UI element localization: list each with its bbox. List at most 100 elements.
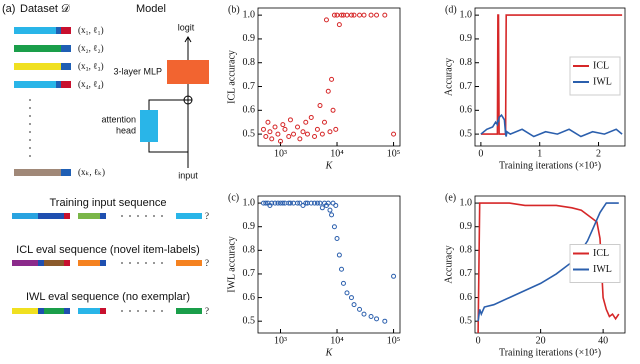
scatter-point	[334, 12, 340, 18]
y-tick-label: 0.6	[460, 292, 473, 303]
scatter-point	[282, 126, 288, 132]
sequence	[12, 308, 202, 314]
y-axis-label: IWL accuracy	[226, 236, 237, 293]
scatter-point	[295, 124, 301, 130]
scatter-point	[391, 131, 397, 137]
scatter-point	[348, 295, 354, 301]
scatter-point	[382, 12, 388, 18]
scatter-point	[260, 126, 266, 132]
panel-label: (c)	[228, 192, 239, 203]
scatter-point	[286, 200, 292, 206]
x-tick-label: 1	[537, 148, 542, 159]
scatter-point	[263, 133, 269, 139]
panel-label: (e)	[445, 192, 456, 203]
scatter-point	[317, 103, 323, 109]
scatter-point	[314, 126, 320, 132]
y-tick-label: 0.5	[460, 315, 473, 326]
scatter-point	[272, 124, 278, 130]
y-tick-label: 0.8	[243, 57, 256, 68]
sequence-title: Training input sequence	[49, 197, 166, 209]
plot-frame	[257, 195, 401, 334]
scatter-point	[312, 133, 318, 139]
x-tick-label: 0	[476, 335, 481, 346]
scatter-point	[361, 311, 367, 317]
model-title: Model	[136, 3, 166, 15]
scatter-point	[319, 205, 325, 211]
scatter-point	[287, 200, 293, 206]
legend-box	[569, 56, 621, 96]
y-tick-label: 0.5	[460, 128, 473, 139]
x-axis-label: K	[325, 347, 334, 358]
scatter-point	[368, 12, 374, 18]
logit-label: logit	[178, 22, 195, 32]
y-tick-label: 0.6	[243, 292, 256, 303]
scatter-point	[263, 200, 269, 206]
scatter-point	[340, 280, 346, 286]
scatter-point	[382, 318, 388, 324]
scatter-point	[280, 200, 286, 206]
plot-frame	[474, 7, 626, 147]
x-tick-label: 10⁴	[330, 148, 344, 159]
scatter-point	[308, 200, 314, 206]
scatter-point	[327, 207, 333, 213]
scatter-point	[351, 302, 357, 308]
item-label: (x₄, ℓ₄)	[78, 79, 104, 89]
scatter-point	[329, 76, 335, 82]
legend-label: IWL	[593, 264, 612, 275]
legend-label: IWL	[593, 76, 612, 87]
attention-label: attention	[101, 114, 136, 124]
scatter-point	[277, 138, 283, 144]
y-tick-label: 0.7	[243, 81, 256, 92]
scatter-point	[287, 117, 293, 123]
y-tick-label: 0.8	[460, 245, 473, 256]
legend-label: ICL	[593, 248, 609, 259]
y-tick-label: 0.6	[243, 105, 256, 116]
scatter-point	[267, 129, 273, 135]
scatter-point	[280, 122, 286, 128]
scatter-point	[314, 200, 320, 206]
scatter-point	[325, 200, 331, 206]
scatter-point	[361, 12, 367, 18]
x-tick-label: 10⁵	[387, 148, 401, 159]
scatter-point	[297, 136, 303, 142]
line-series	[477, 202, 620, 334]
y-tick-label: 0.9	[460, 33, 473, 44]
scatter-point	[265, 119, 271, 125]
panel-label: (d)	[445, 4, 457, 15]
y-tick-label: 0.9	[460, 221, 473, 232]
sequence-title: ICL eval sequence (novel item-labels)	[16, 244, 200, 256]
item-label: (x₁, ℓ₁)	[78, 25, 104, 35]
mlp-label: 3-layer MLP	[113, 66, 162, 76]
scatter-point	[357, 306, 363, 312]
y-tick-label: 0.6	[460, 105, 473, 116]
y-tick-label: 0.9	[243, 33, 256, 44]
y-tick-label: 0.7	[243, 268, 256, 279]
scatter-point	[351, 12, 357, 18]
scatter-point	[357, 12, 363, 18]
sequence	[12, 213, 202, 219]
scatter-point	[325, 88, 331, 94]
scatter-point	[275, 131, 281, 137]
line-series	[480, 14, 623, 135]
scatter-point	[297, 200, 303, 206]
scatter-point	[336, 252, 342, 258]
y-axis-label: ICL accuracy	[226, 50, 237, 104]
scatter-point	[300, 129, 306, 135]
scatter-point	[275, 200, 281, 206]
model-diagram	[140, 36, 209, 168]
attention-label: head	[116, 125, 136, 135]
item-label: (x₂, ℓ₂)	[78, 43, 104, 53]
scatter-point	[323, 17, 329, 23]
legend-label: ICL	[593, 60, 609, 71]
scatter-point	[329, 212, 335, 218]
x-tick-label: 2	[596, 148, 601, 159]
y-tick-label: 1.0	[243, 9, 256, 20]
x-tick-label: 10³	[274, 335, 287, 346]
scatter-point	[348, 12, 354, 18]
query-mark: ?	[205, 258, 209, 268]
y-tick-label: 0.8	[243, 245, 256, 256]
scatter-point	[330, 107, 336, 113]
x-axis-label: K	[325, 160, 334, 171]
scatter-point	[269, 200, 275, 206]
scatter-point	[336, 22, 342, 28]
